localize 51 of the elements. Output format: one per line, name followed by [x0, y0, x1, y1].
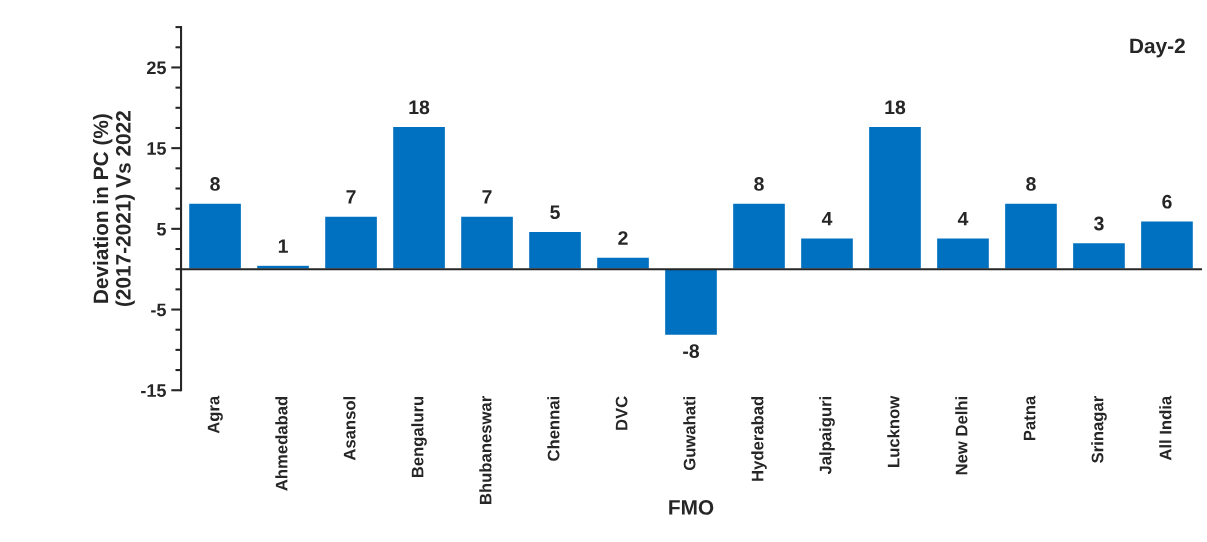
x-tick-label: Bhubaneswar — [479, 396, 492, 504]
y-tick-label: -15 — [141, 384, 166, 397]
x-tick-label: Bengaluru — [411, 396, 427, 478]
x-tick-label: All India — [1159, 395, 1172, 461]
bar — [799, 237, 855, 270]
y-tick-label: 15 — [147, 142, 166, 155]
data-label: 7 — [482, 190, 492, 204]
y-tick-label: -5 — [151, 303, 166, 317]
bar — [867, 125, 923, 270]
x-axis-title: FMO — [669, 500, 714, 515]
x-tick-label: Hyderabad — [751, 396, 767, 481]
bar — [323, 215, 379, 270]
data-label: 3 — [1094, 216, 1104, 231]
data-label: 7 — [346, 190, 356, 204]
data-label: 18 — [885, 100, 906, 115]
x-tick-label: Guwahati — [683, 396, 696, 471]
annotation: Day-2 — [1130, 38, 1185, 58]
data-label: 8 — [754, 177, 764, 191]
bar — [1003, 202, 1059, 270]
data-label: 8 — [1026, 177, 1036, 191]
bar — [663, 268, 719, 337]
bar — [731, 202, 787, 270]
data-label: 2 — [618, 231, 628, 245]
bar — [527, 230, 583, 270]
y-tick-label: 5 — [156, 222, 166, 236]
data-label: 1 — [278, 239, 288, 253]
data-label: 5 — [550, 205, 560, 220]
x-tick-label: Patna — [1023, 395, 1036, 441]
bar — [935, 237, 991, 270]
x-tick-label: Ahmedabad — [275, 396, 288, 491]
data-label: 4 — [821, 211, 833, 226]
x-tick-label: Jalpaiguri — [819, 396, 835, 475]
data-label: 8 — [210, 177, 220, 191]
x-tick-label: Lucknow — [887, 395, 900, 467]
data-label: 6 — [1162, 194, 1172, 209]
x-tick-label: DVC — [615, 396, 628, 430]
y-axis-title: Deviation in PC (%) (2017-2021) Vs 2022 — [92, 111, 135, 307]
data-label: -8 — [683, 344, 700, 358]
x-tick-label: Asansol — [343, 396, 356, 461]
bar — [459, 215, 515, 270]
x-tick-label: New Delhi — [955, 396, 968, 475]
data-label: 18 — [409, 100, 430, 115]
bar — [187, 202, 243, 270]
x-tick-label: Chennai — [547, 396, 560, 461]
bar — [1139, 220, 1195, 270]
bar — [391, 125, 447, 270]
y-tick-label: 25 — [147, 61, 166, 75]
data-label: 4 — [957, 211, 969, 226]
x-tick-label: Agra — [207, 395, 223, 434]
x-tick-label: Srinagar — [1091, 396, 1107, 463]
bar — [1071, 241, 1127, 270]
